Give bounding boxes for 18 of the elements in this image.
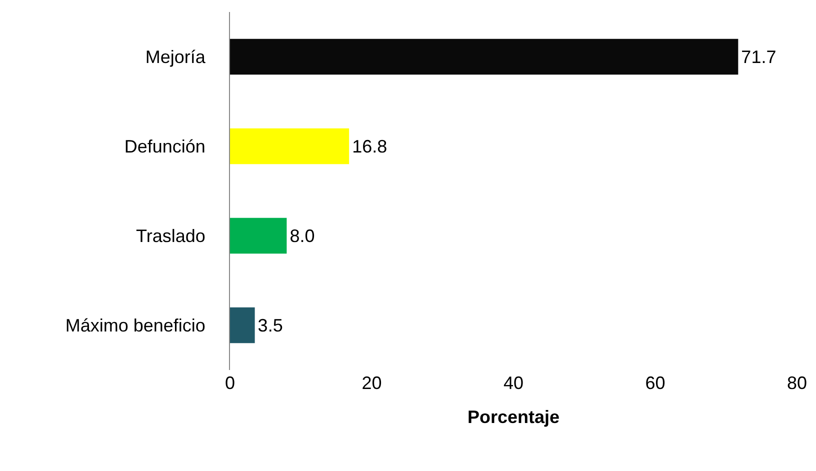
data-label: 3.5 <box>258 315 283 336</box>
y-tick-label: Máximo beneficio <box>65 316 206 336</box>
data-label: 16.8 <box>352 136 388 156</box>
x-tick-label: 20 <box>362 373 382 393</box>
y-tick-label: Defunción <box>124 136 206 157</box>
x-tick-label: 80 <box>786 373 808 393</box>
x-tick-label: 60 <box>645 373 666 393</box>
x-tick-label: 0 <box>224 373 236 393</box>
x-tick-label: 40 <box>503 373 524 393</box>
x-axis-title: Porcentaje <box>467 407 560 428</box>
bar <box>230 218 287 254</box>
data-label: 71.7 <box>741 46 776 67</box>
y-tick-label: Mejoría <box>145 47 206 68</box>
bar <box>230 307 255 344</box>
y-tick-label: Traslado <box>136 226 206 246</box>
bar <box>230 38 738 75</box>
bar <box>230 128 350 164</box>
data-label: 8.0 <box>290 226 315 246</box>
